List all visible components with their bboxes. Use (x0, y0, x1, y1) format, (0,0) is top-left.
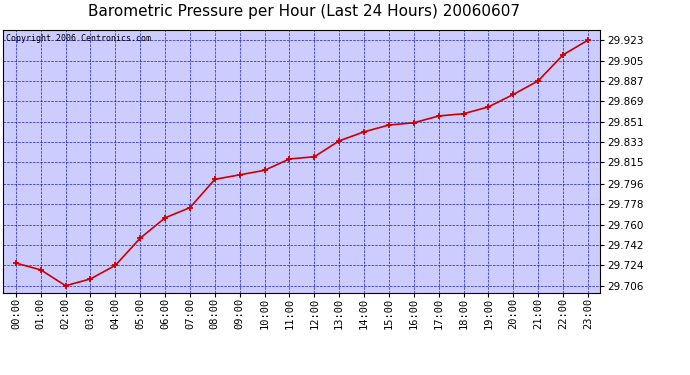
Text: Barometric Pressure per Hour (Last 24 Hours) 20060607: Barometric Pressure per Hour (Last 24 Ho… (88, 4, 520, 19)
Text: Copyright 2006 Centronics.com: Copyright 2006 Centronics.com (6, 34, 151, 43)
